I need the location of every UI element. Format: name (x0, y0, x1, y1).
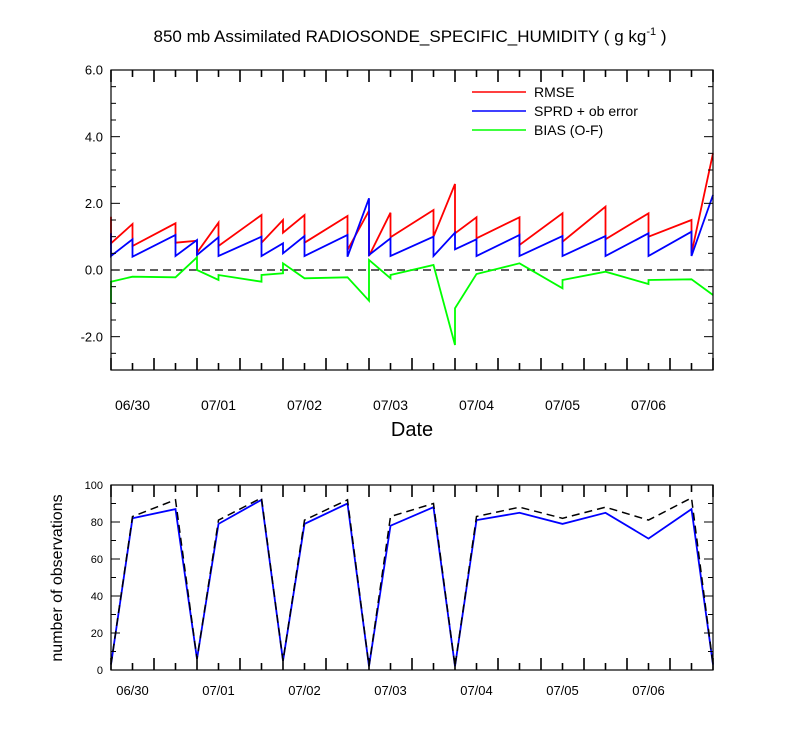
top-date-label-07-02: 07/02 (287, 397, 322, 413)
bottom-series-possible (110, 496, 714, 667)
bottom-panel: 100 80 60 40 20 0 06/30 07/01 07/02 07/03 07/04 07/… (49, 480, 714, 698)
top-series-bias-o-f (110, 255, 714, 346)
top-series-rmse (110, 153, 714, 257)
bottom-ytick-label: 80 (91, 517, 103, 529)
top-x-axis-label: Date (391, 419, 433, 441)
legend-label-bias: BIAS (O-F) (534, 122, 603, 138)
title-main: 850 mb Assimilated RADIOSONDE_SPECIFIC_H… (154, 27, 647, 46)
top-date-label-07-03: 07/03 (373, 397, 408, 413)
bottom-date-label-06-30: 06/30 (116, 683, 149, 698)
bottom-date-label-07-02: 07/02 (288, 683, 321, 698)
bottom-date-label-07-01: 07/01 (202, 683, 235, 698)
bottom-y-axis-label: number of observations (49, 494, 66, 661)
title-end: ) (656, 27, 666, 46)
bottom-axes: 100 80 60 40 20 0 06/30 07/01 07/02 07/03 07/04 07/… (85, 480, 714, 698)
bottom-series-group (110, 496, 714, 667)
bottom-ytick-label: 0 (97, 665, 103, 677)
bottom-date-label-07-06: 07/06 (632, 683, 665, 698)
chart-title: 850 mb Assimilated RADIOSONDE_SPECIFIC_H… (154, 26, 667, 46)
bottom-series-used (110, 498, 714, 667)
top-series-group (110, 153, 714, 346)
top-date-label-07-01: 07/01 (201, 397, 236, 413)
bottom-ytick-label: 100 (85, 480, 103, 492)
top-axes: 6.0 4.0 2.0 0.0 -2.0 06/30 07/01 07/02 07/03 07/0… (81, 63, 714, 413)
bottom-ytick-label: 40 (91, 591, 103, 603)
top-date-label-06-30: 06/30 (115, 397, 150, 413)
top-ytick-label: -2.0 (81, 329, 103, 344)
bottom-ytick-label: 20 (91, 628, 103, 640)
top-ytick-label: 4.0 (85, 129, 103, 144)
legend: RMSE SPRD + ob error BIAS (O-F) (472, 84, 638, 138)
top-ytick-label: 0.0 (85, 263, 103, 278)
top-date-label-07-04: 07/04 (459, 397, 494, 413)
top-ytick-label: 2.0 (85, 196, 103, 211)
bottom-ytick-label: 60 (91, 554, 103, 566)
legend-label-rmse: RMSE (534, 84, 574, 100)
top-panel: 6.0 4.0 2.0 0.0 -2.0 06/30 07/01 07/02 07/03 07/0… (81, 63, 714, 441)
bottom-date-label-07-04: 07/04 (460, 683, 493, 698)
top-date-label-07-06: 07/06 (631, 397, 666, 413)
top-ytick-label: 6.0 (85, 63, 103, 78)
legend-label-sprd: SPRD + ob error (534, 103, 638, 119)
title-superscript: -1 (646, 26, 656, 38)
top-series-sprd-ob-error (110, 194, 714, 259)
bottom-date-label-07-03: 07/03 (374, 683, 407, 698)
top-date-label-07-05: 07/05 (545, 397, 580, 413)
bottom-date-label-07-05: 07/05 (546, 683, 579, 698)
